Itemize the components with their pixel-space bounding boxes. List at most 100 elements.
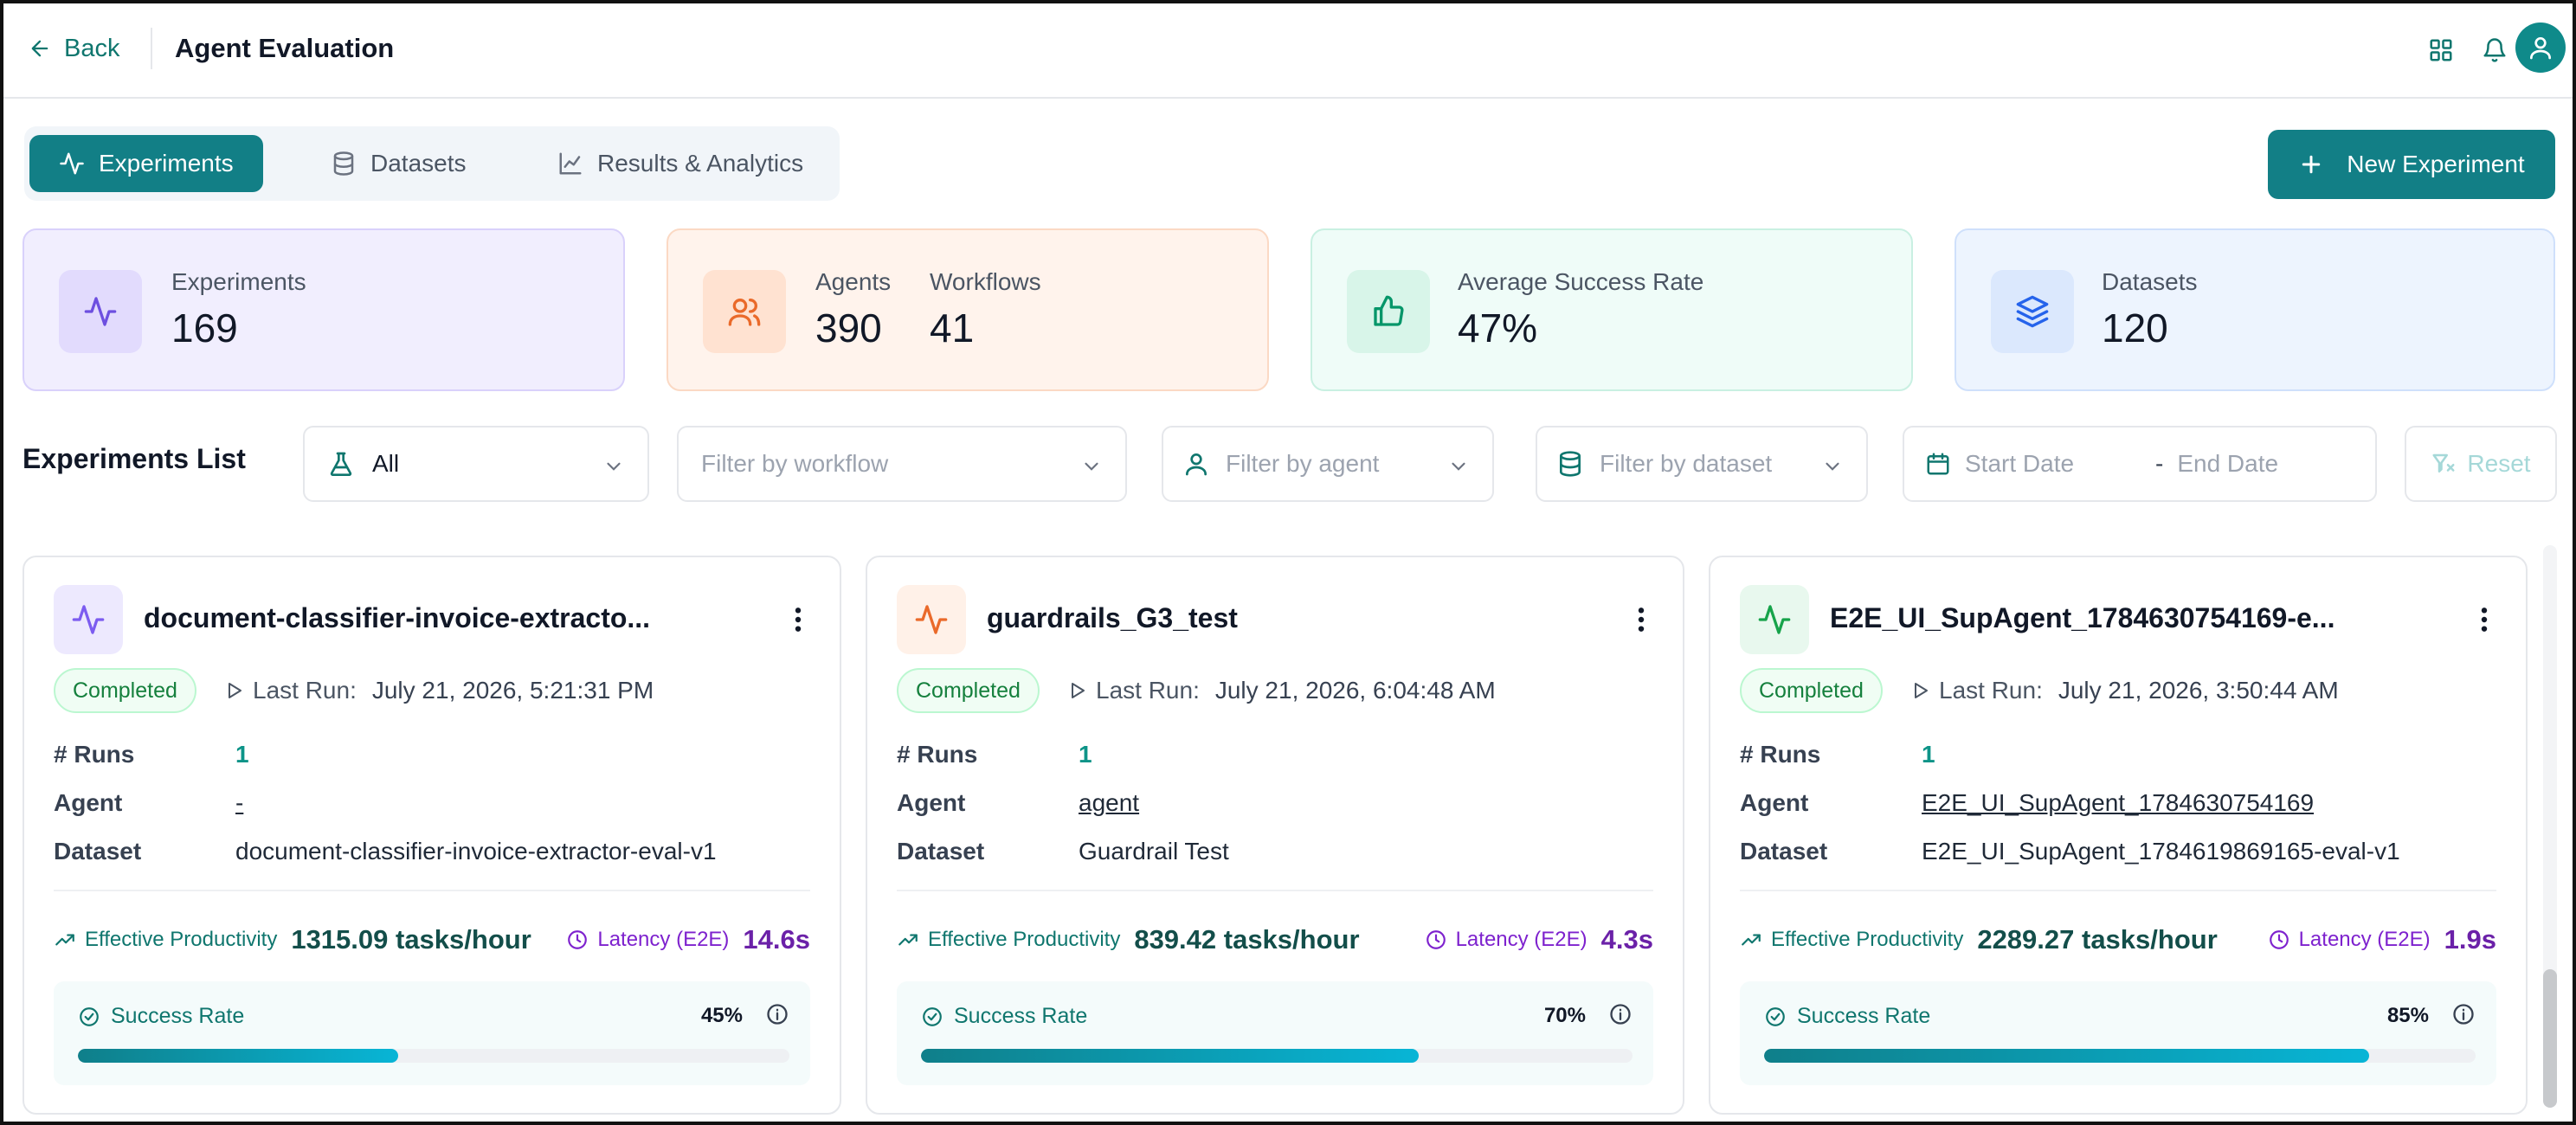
latency-value: 4.3s (1600, 924, 1653, 955)
status-badge: Completed (897, 668, 1040, 713)
tab-results-analytics[interactable]: Results & Analytics (528, 135, 833, 192)
experiment-card[interactable]: E2E_UI_SupAgent_1784630754169-e... Compl… (1709, 556, 2528, 1115)
thumbs-up-icon (1374, 295, 1404, 326)
more-vertical-icon (2481, 608, 2488, 632)
status-badge: Completed (54, 668, 196, 713)
stat-label: Experiments (171, 268, 306, 295)
effective-productivity: Effective Productivity 2289.27 tasks/hou… (1740, 924, 2218, 955)
stat-icon-wrap (703, 270, 786, 353)
check-circle-icon (1766, 1006, 1785, 1026)
chevron-down-icon (1452, 462, 1465, 471)
last-run-label: Last Run: (253, 677, 357, 704)
success-rate-progress-track (1764, 1049, 2476, 1063)
last-run: Last Run: July 21, 2026, 6:04:48 AM (1066, 668, 1496, 713)
back-label: Back (64, 34, 120, 62)
info-button[interactable] (1608, 1002, 1633, 1026)
play-icon (1072, 683, 1085, 698)
main-tabs: Experiments Datasets Results & Analytics (24, 126, 840, 201)
stat-icon-wrap (1347, 270, 1430, 353)
success-rate-box: Success Rate 45% (54, 981, 810, 1085)
dataset-value: E2E_UI_SupAgent_1784619869165-eval-v1 (1922, 838, 2400, 865)
stat-card-success-rate: Average Success Rate 47% (1311, 228, 1913, 391)
info-button[interactable] (765, 1002, 789, 1026)
back-button[interactable]: Back (28, 29, 119, 68)
stat-label-workflows: Workflows (930, 268, 1041, 295)
experiment-card[interactable]: guardrails_G3_test Completed Last Run: J… (866, 556, 1684, 1115)
info-icon (767, 1004, 788, 1025)
dataset-filter-placeholder: Filter by dataset (1600, 450, 1773, 477)
stat-value: 47% (1458, 305, 1538, 350)
new-experiment-label: New Experiment (2347, 151, 2525, 177)
success-rate-label: Success Rate (111, 1004, 245, 1028)
agent-filter-placeholder: Filter by agent (1226, 450, 1380, 477)
workflow-filter-select[interactable]: Filter by workflow (677, 426, 1127, 502)
effective-productivity: Effective Productivity 1315.09 tasks/hou… (54, 924, 531, 955)
more-vertical-icon (795, 608, 802, 632)
dataset-label: Dataset (1740, 838, 1828, 865)
tab-experiments[interactable]: Experiments (29, 135, 263, 192)
success-rate-label-wrap: Success Rate (921, 1004, 1087, 1029)
runs-label: # Runs (54, 741, 135, 768)
agent-label: Agent (897, 789, 966, 816)
agent-link[interactable]: agent (1079, 789, 1140, 816)
more-options-button[interactable] (1626, 602, 1657, 637)
experiment-name[interactable]: E2E_UI_SupAgent_1784630754169-e... (1830, 602, 2335, 633)
dataset-filter-select[interactable]: Filter by dataset (1536, 426, 1868, 502)
agent-label: Agent (1740, 789, 1809, 816)
type-filter-select[interactable]: All (303, 426, 649, 502)
notifications-button[interactable] (2472, 28, 2517, 73)
card-divider (1740, 890, 2496, 891)
agent-link[interactable]: - (235, 789, 244, 816)
database-icon (333, 151, 354, 176)
arrow-left-icon (31, 40, 48, 57)
stat-label: Datasets (2102, 268, 2198, 295)
scrollbar-track[interactable] (2543, 545, 2557, 1108)
last-run: Last Run: July 21, 2026, 3:50:44 AM (1909, 668, 2339, 713)
scrollbar-thumb[interactable] (2543, 969, 2557, 1108)
date-range-picker[interactable]: Start Date - End Date (1903, 426, 2377, 502)
latency-label: Latency (E2E) (2298, 928, 2431, 951)
experiment-name[interactable]: guardrails_G3_test (987, 602, 1238, 633)
check-circle-icon (80, 1006, 99, 1026)
start-date-input[interactable]: Start Date (1965, 450, 2075, 477)
apps-grid-button[interactable] (2418, 28, 2463, 73)
bell-icon (2483, 38, 2506, 62)
new-experiment-button[interactable]: New Experiment (2268, 130, 2555, 199)
agent-filter-select[interactable]: Filter by agent (1162, 426, 1494, 502)
experiment-name[interactable]: document-classifier-invoice-extracto... (144, 602, 651, 633)
experiment-card[interactable]: document-classifier-invoice-extracto... … (23, 556, 841, 1115)
chevron-down-icon (1826, 462, 1839, 471)
more-options-button[interactable] (2469, 602, 2500, 637)
last-run: Last Run: July 21, 2026, 5:21:31 PM (223, 668, 654, 713)
success-rate-label-wrap: Success Rate (1764, 1004, 1930, 1029)
user-avatar[interactable] (2515, 22, 2566, 73)
success-rate-percent: 45% (700, 1004, 743, 1027)
more-options-button[interactable] (782, 602, 814, 637)
runs-label: # Runs (897, 741, 978, 768)
productivity-label: Effective Productivity (1771, 928, 1964, 951)
reset-label: Reset (2467, 450, 2531, 477)
latency: Latency (E2E) 4.3s (1425, 924, 1653, 955)
play-icon (1915, 683, 1928, 698)
experiment-icon-wrap (54, 585, 123, 654)
info-button[interactable] (2451, 1002, 2476, 1026)
clock-icon (2269, 930, 2289, 949)
end-date-input[interactable]: End Date (2177, 450, 2279, 477)
tab-datasets[interactable]: Datasets (301, 135, 496, 192)
runs-value: 1 (1922, 741, 1935, 768)
success-rate-progress-fill (1764, 1049, 2369, 1063)
check-circle-icon (923, 1006, 942, 1026)
stat-label: Average Success Rate (1458, 268, 1704, 295)
stat-card-datasets: Datasets 120 (1955, 228, 2555, 391)
productivity-value: 839.42 tasks/hour (1134, 924, 1360, 955)
agent-link[interactable]: E2E_UI_SupAgent_1784630754169 (1922, 789, 2315, 816)
card-divider (897, 890, 1653, 891)
latency-value: 14.6s (743, 924, 810, 955)
latency-label: Latency (E2E) (1455, 928, 1587, 951)
dataset-label: Dataset (897, 838, 985, 865)
productivity-label: Effective Productivity (928, 928, 1121, 951)
info-icon (1610, 1004, 1631, 1025)
success-rate-percent: 85% (2386, 1004, 2429, 1027)
reset-filters-button[interactable]: Reset (2405, 426, 2557, 502)
trending-up-icon (55, 934, 74, 946)
